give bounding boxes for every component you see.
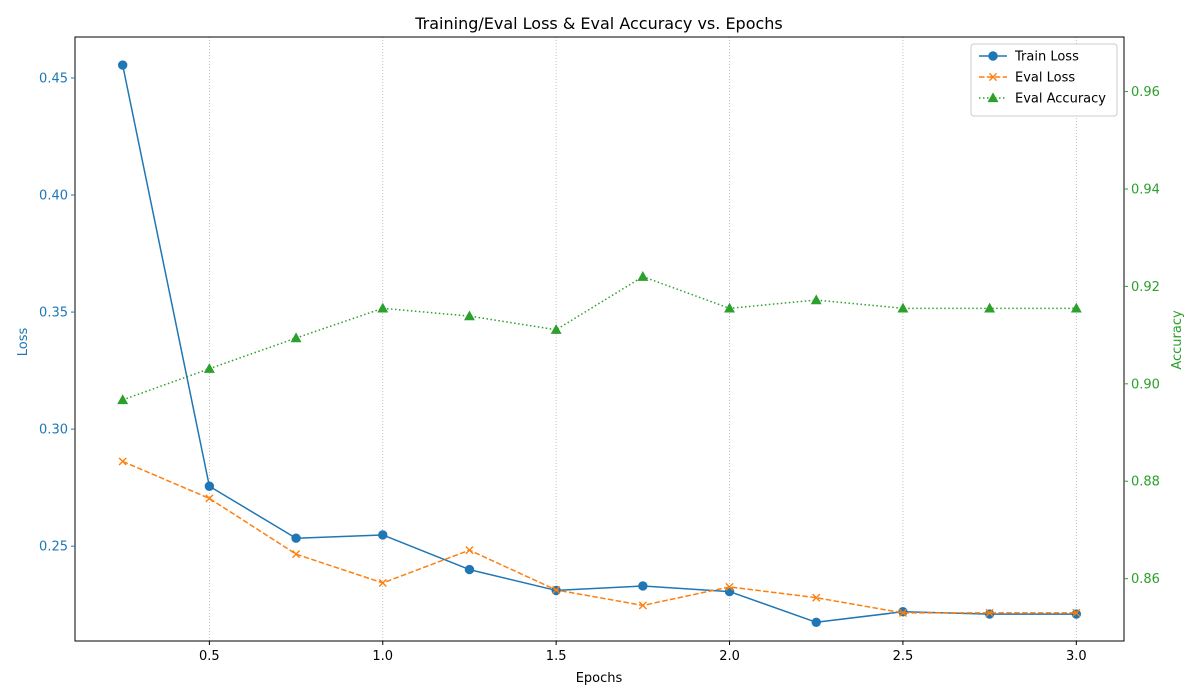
data-point <box>464 310 475 321</box>
y-right-tick-label: 0.92 <box>1131 280 1160 295</box>
data-point <box>724 586 735 597</box>
data-point <box>377 302 389 313</box>
data-point <box>205 494 214 503</box>
y-right-tick-label: 0.90 <box>1131 377 1160 392</box>
data-point <box>812 593 821 602</box>
data-point <box>1071 609 1082 619</box>
data-point <box>638 581 648 591</box>
y-left-tick-label: 0.45 <box>39 71 68 86</box>
data-point <box>898 608 908 618</box>
x-tick-label: 1.5 <box>546 649 567 664</box>
y-axis-right-label: Accuracy <box>1170 310 1185 370</box>
series-eval-accuracy <box>117 271 1082 405</box>
legend-label: Eval Loss <box>1015 71 1075 86</box>
data-point <box>290 332 302 343</box>
y-right-tick-label: 0.94 <box>1131 182 1160 197</box>
legend-marker <box>988 51 998 61</box>
x-tick-label: 0.5 <box>199 649 220 664</box>
x-tick-label: 2.5 <box>893 649 914 664</box>
legend-item: Train Loss <box>979 50 1079 65</box>
y-right-tick-label: 0.88 <box>1131 475 1160 490</box>
data-point <box>897 302 909 313</box>
data-point <box>984 302 996 313</box>
legend-item: Eval Accuracy <box>979 92 1106 107</box>
legend-label: Eval Accuracy <box>1015 92 1106 107</box>
data-point <box>637 271 649 281</box>
ticks-layer: 0.5 1.0 1.5 2.0 2.5 3.0 0.25 0.30 0.35 0.40 0.45 0.… <box>39 71 1160 664</box>
data-point <box>552 585 561 595</box>
y-right-tick-label: 0.86 <box>1131 572 1160 587</box>
data-point <box>725 582 734 592</box>
chart-title: Training/Eval Loss & Eval Accuracy vs. E… <box>414 14 783 33</box>
series-eval-loss <box>118 457 1081 618</box>
x-axis-label: Epochs <box>576 671 623 686</box>
data-point <box>465 546 474 555</box>
data-point <box>638 601 647 610</box>
data-point <box>378 578 387 588</box>
data-point <box>1070 302 1082 313</box>
y-axis-left-label: Loss <box>16 328 31 357</box>
data-point <box>117 60 128 70</box>
series-layer <box>117 60 1082 627</box>
legend-marker <box>988 72 998 82</box>
data-point <box>291 550 301 559</box>
series-line <box>122 275 1077 401</box>
series-line <box>122 460 1077 614</box>
plot-frame <box>74 36 1125 642</box>
data-point <box>117 394 129 405</box>
data-point <box>1072 608 1081 618</box>
legend-label: Train Loss <box>1014 50 1079 65</box>
data-point <box>464 564 475 575</box>
x-tick-label: 3.0 <box>1066 649 1087 664</box>
x-tick-label: 1.0 <box>372 649 393 664</box>
data-point <box>810 294 822 305</box>
series-train-loss <box>117 60 1082 627</box>
data-point <box>378 530 388 540</box>
grid-layer <box>208 37 1077 641</box>
data-point <box>984 609 995 619</box>
y-left-tick-label: 0.40 <box>39 189 68 204</box>
legend-frame <box>970 43 1118 117</box>
data-point <box>204 481 215 491</box>
series-line <box>121 64 1077 624</box>
y-right-tick-label: 0.96 <box>1131 85 1160 100</box>
legend-item: Eval Loss <box>979 71 1075 86</box>
data-point <box>291 533 301 543</box>
legend: Train Loss Eval Loss Eval Accuracy <box>970 43 1118 117</box>
data-point <box>550 324 562 334</box>
data-point <box>985 608 994 618</box>
data-point <box>203 363 215 373</box>
y-left-tick-label: 0.30 <box>39 423 68 438</box>
data-point <box>724 302 735 313</box>
data-point <box>811 617 821 627</box>
x-tick-label: 2.0 <box>719 649 740 664</box>
data-point <box>118 457 127 466</box>
legend-marker <box>987 92 999 103</box>
y-left-tick-label: 0.25 <box>39 540 68 555</box>
y-left-tick-label: 0.35 <box>39 306 68 321</box>
